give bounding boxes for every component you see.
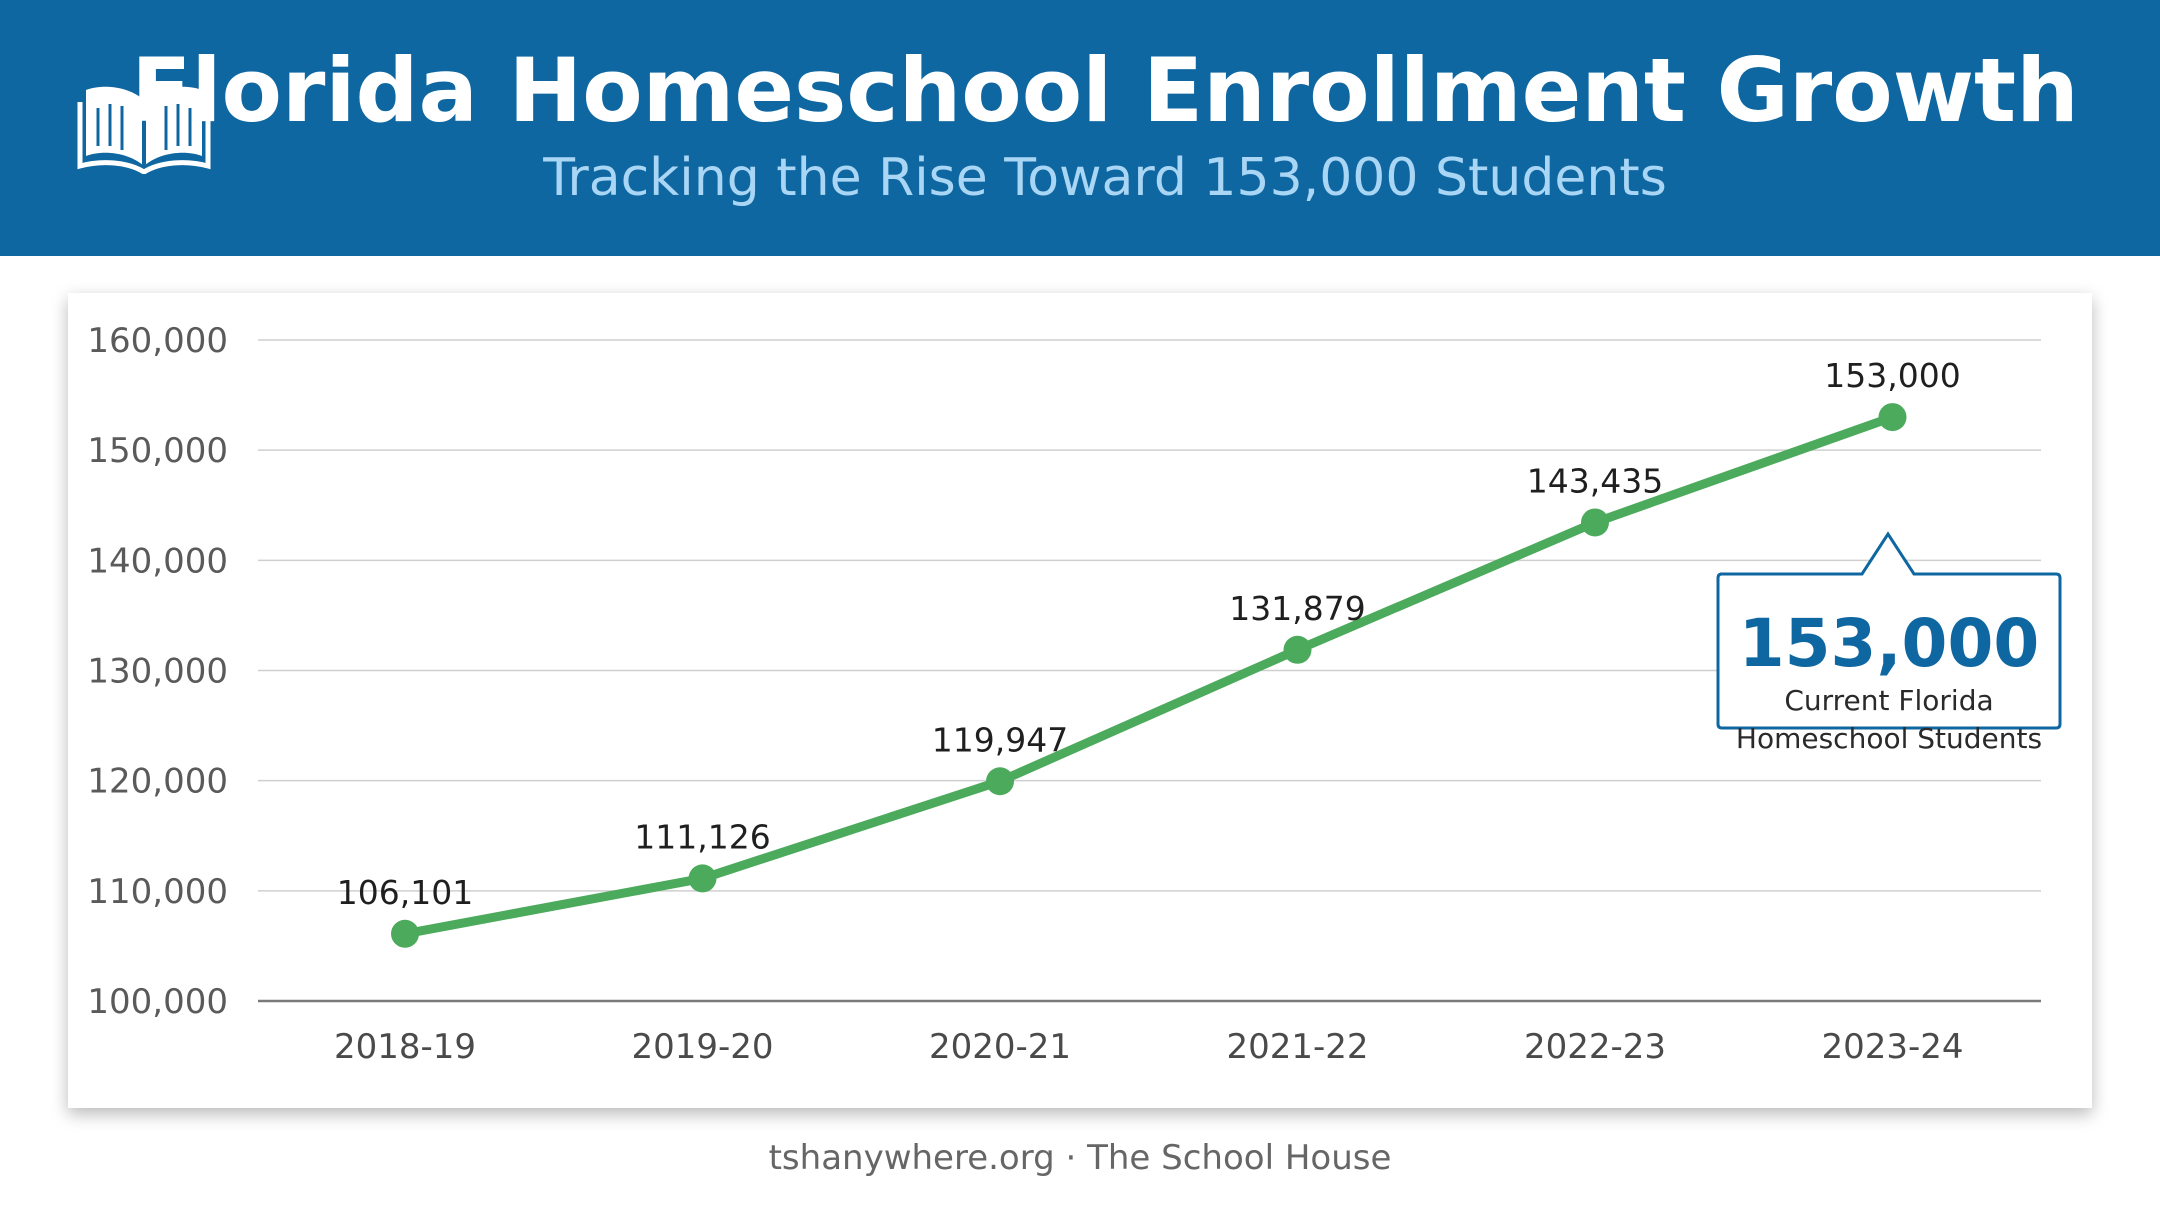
page-subtitle: Tracking the Rise Toward 153,000 Student… [543,148,1667,208]
x-tick-label: 2022-23 [1524,1027,1666,1067]
y-tick-label: 160,000 [87,321,228,361]
x-tick-label: 2020-21 [929,1027,1071,1067]
x-tick-label: 2021-22 [1226,1027,1368,1067]
footer-credit: tshanywhere.org · The School House [768,1138,1392,1178]
data-point [688,864,717,893]
data-point [391,919,419,948]
y-tick-label: 120,000 [87,762,228,802]
callout-box: 153,000 Current Florida Homeschool Stude… [1714,520,2064,755]
y-tick-label: 130,000 [87,652,228,692]
data-point [1878,403,1907,432]
x-tick-label: 2023-24 [1821,1027,1963,1067]
header-banner: Florida Homeschool Enrollment Growth Tra… [0,0,2160,256]
line-chart: 100,000 110,000 120,000 130,000 140,000 150,0… [87,321,2041,1067]
y-tick-label: 110,000 [87,872,228,912]
data-label: 111,126 [634,817,770,856]
data-point [1283,635,1312,664]
open-book-icon [77,86,211,174]
data-label: 106,101 [337,873,473,912]
x-tick-label: 2019-20 [631,1027,773,1067]
y-tick-label: 150,000 [87,431,228,471]
callout-frame [1716,531,2062,730]
chart-card: 100,000 110,000 120,000 130,000 140,000 150,0… [68,293,2092,1108]
data-label: 143,435 [1527,461,1663,500]
y-tick-label: 100,000 [87,982,228,1022]
data-label: 131,879 [1229,589,1365,628]
data-label: 119,947 [932,720,1068,759]
callout-label: Current Florida Homeschool Students [1735,684,2043,755]
series-line [400,412,1897,939]
y-tick-label: 140,000 [87,541,228,581]
callout-value: 153,000 [1738,605,2040,682]
data-point [986,767,1014,796]
page-title: Florida Homeschool Enrollment Growth [131,39,2079,142]
x-tick-label: 2018-19 [334,1027,476,1067]
data-label: 153,000 [1824,356,1960,395]
data-point [1581,508,1609,537]
